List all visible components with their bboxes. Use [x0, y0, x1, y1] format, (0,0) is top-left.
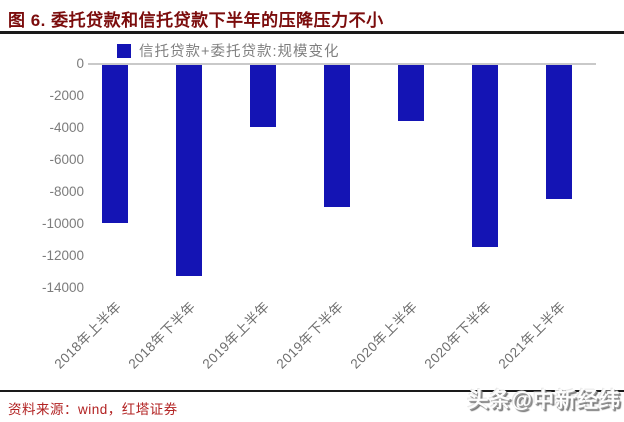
legend-swatch-icon — [117, 43, 131, 58]
figure-title: 图 6. 委托贷款和信托贷款下半年的压降压力不小 — [8, 11, 384, 30]
bar — [102, 65, 128, 223]
bar — [472, 65, 498, 247]
y-tick-label: -8000 — [49, 184, 84, 199]
y-tick-label: -4000 — [49, 120, 84, 135]
y-tick-label: 0 — [76, 56, 84, 71]
bar — [324, 65, 350, 207]
y-tick-label: -6000 — [49, 152, 84, 167]
y-tick-label: -2000 — [49, 88, 84, 103]
source-note: 资料来源：wind，红塔证券 — [8, 402, 178, 417]
bar — [398, 65, 424, 121]
watermark-text: 头条@中新经纬 — [467, 389, 621, 412]
title-divider — [0, 31, 624, 34]
zero-gridline — [88, 63, 596, 65]
bar — [250, 65, 276, 127]
y-tick-label: -12000 — [41, 248, 84, 263]
footer-divider — [0, 390, 624, 392]
legend-label: 信托贷款+委托贷款:规模变化 — [139, 44, 340, 60]
chart-legend: 信托贷款+委托贷款:规模变化 — [117, 40, 340, 61]
bar — [176, 65, 202, 276]
bar — [546, 65, 572, 199]
y-tick-label: -14000 — [41, 280, 84, 295]
y-tick-label: -10000 — [41, 216, 84, 231]
